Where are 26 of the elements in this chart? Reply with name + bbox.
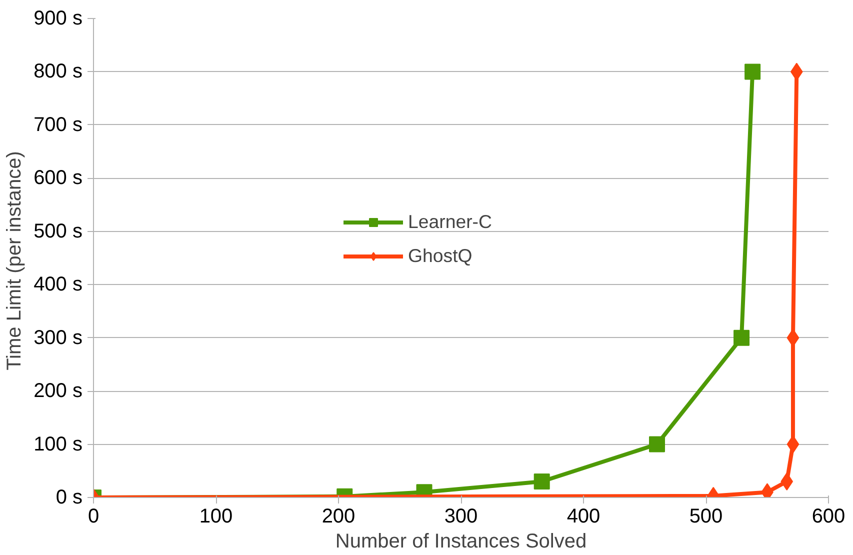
x-tick-label: 100 [199, 506, 233, 528]
y-tick-label: 900 s [34, 8, 83, 30]
point [534, 474, 550, 490]
point [649, 436, 665, 452]
y-tick-label: 700 s [34, 114, 83, 136]
y-tick-label: 600 s [34, 167, 83, 190]
x-tick-label: 500 [689, 506, 723, 528]
point [744, 64, 761, 80]
x-tick-label: 400 [566, 506, 600, 528]
legend-label: GhostQ [408, 245, 472, 267]
y-tick-label: 100 s [34, 433, 83, 456]
x-tick-label: 200 [322, 506, 356, 528]
x-tick-label: 600 [812, 506, 846, 528]
y-tick-label: 400 s [34, 274, 83, 296]
y-tick-label: 200 s [34, 380, 83, 402]
y-tick-label: 800 s [34, 60, 83, 83]
x-axis-title: Number of Instances Solved [335, 530, 587, 552]
point [780, 472, 794, 491]
y-tick-label: 0 s [56, 486, 83, 508]
x-tick-label: 0 [88, 506, 100, 528]
point [734, 330, 750, 346]
y-axis-title: Time Limit (per instance) [4, 151, 26, 370]
y-tick-label: 500 s [34, 220, 83, 242]
y-tick-label: 300 s [34, 326, 83, 349]
legend-label: Learner-C [408, 211, 492, 233]
x-tick-label: 300 [444, 506, 478, 528]
